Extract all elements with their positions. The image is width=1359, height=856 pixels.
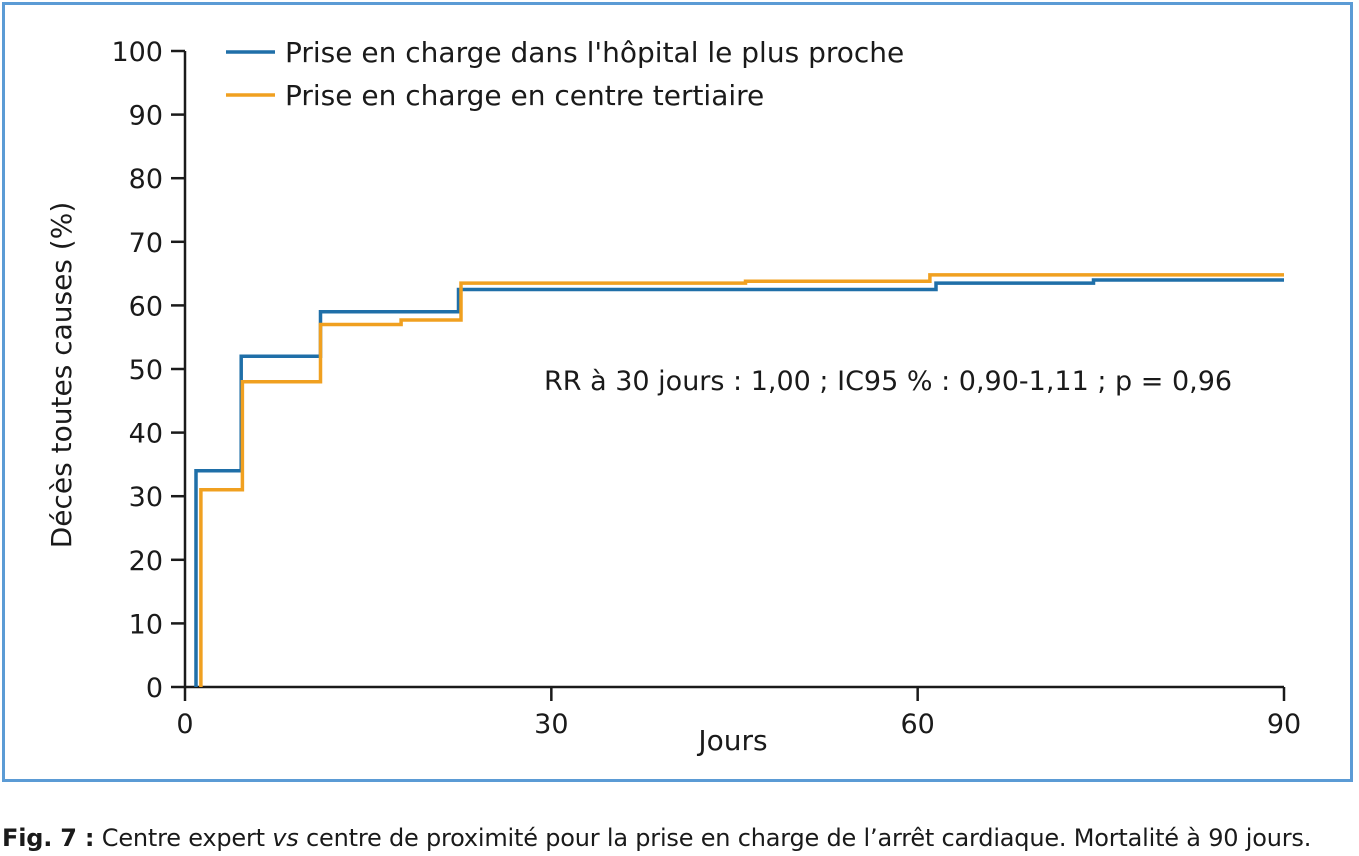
y-tick-label: 20 <box>129 546 163 577</box>
y-tick-label: 10 <box>129 609 163 640</box>
caption-text-italic: vs <box>272 824 299 852</box>
figure-frame: 0 10 20 30 40 50 60 70 80 90 100 0 30 60 90 Décès tou… <box>2 2 1353 782</box>
y-tick-label: 40 <box>129 419 163 450</box>
legend-label-1: Prise en charge dans l'hôpital le plus p… <box>285 36 904 69</box>
y-tick-label: 70 <box>129 228 163 259</box>
figure-caption: Fig. 7 : Centre expert vs centre de prox… <box>2 824 1311 852</box>
series-line-1 <box>194 278 1284 687</box>
caption-label: Fig. 7 : <box>2 824 95 852</box>
y-tick-label: 60 <box>129 291 163 322</box>
y-tick-label: 100 <box>111 37 163 68</box>
y-tick-label: 0 <box>146 673 163 704</box>
series-line-2 <box>199 273 1284 687</box>
legend-label-2: Prise en charge en centre tertiaire <box>285 79 764 112</box>
x-tick-label: 60 <box>900 709 934 740</box>
y-tick-label: 80 <box>129 164 163 195</box>
x-ticks: 0 30 60 90 <box>176 687 1301 740</box>
y-tick-label: 30 <box>129 482 163 513</box>
chart: 0 10 20 30 40 50 60 70 80 90 100 0 30 60 90 Décès tou… <box>45 36 1301 757</box>
legend: Prise en charge dans l'hôpital le plus p… <box>226 36 904 112</box>
y-tick-label: 90 <box>129 101 163 132</box>
y-ticks: 0 10 20 30 40 50 60 70 80 90 100 <box>111 37 185 704</box>
series-group <box>194 273 1284 687</box>
caption-text-before: Centre expert <box>94 824 273 852</box>
caption-text-after: centre de proximité pour la prise en cha… <box>298 824 1312 852</box>
x-axis-title: Jours <box>696 724 767 757</box>
y-tick-label: 50 <box>129 355 163 386</box>
x-tick-label: 90 <box>1267 709 1301 740</box>
x-tick-label: 0 <box>176 709 193 740</box>
y-axis-title: Décès toutes causes (%) <box>45 202 78 549</box>
stats-annotation: RR à 30 jours : 1,00 ; IC95 % : 0,90-1,1… <box>544 366 1232 397</box>
x-tick-label: 30 <box>534 709 568 740</box>
